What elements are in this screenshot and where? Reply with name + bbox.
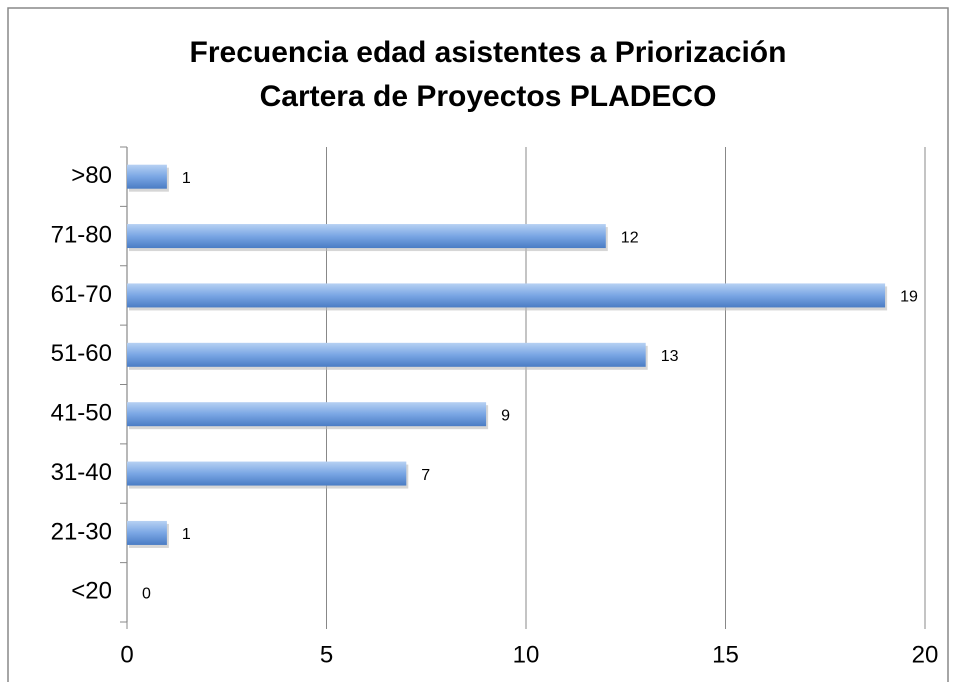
x-tick-label: 5 xyxy=(320,641,333,668)
value-label: 13 xyxy=(661,348,679,365)
y-tick-label: >80 xyxy=(71,162,112,189)
value-label: 9 xyxy=(501,407,510,424)
value-label: 0 xyxy=(142,586,151,603)
bar xyxy=(127,402,487,427)
x-tick-label: 15 xyxy=(712,641,739,668)
bar xyxy=(127,461,407,486)
value-label: 19 xyxy=(900,289,918,306)
value-label: 12 xyxy=(621,229,639,246)
y-tick-label: 71-80 xyxy=(51,221,112,248)
value-label: 1 xyxy=(182,526,191,543)
x-tick-label: 10 xyxy=(513,641,540,668)
x-tick-label: 20 xyxy=(912,641,939,668)
bar xyxy=(127,224,606,249)
x-tick-label: 0 xyxy=(120,641,133,668)
y-tick-label: 31-40 xyxy=(51,459,112,486)
y-tick-label: 21-30 xyxy=(51,518,112,545)
y-tick-label: 41-50 xyxy=(51,400,112,427)
bar xyxy=(127,164,167,189)
y-tick-label: 61-70 xyxy=(51,281,112,308)
y-tick-label: 51-60 xyxy=(51,340,112,367)
chart-title: Frecuencia edad asistentes a Priorizació… xyxy=(190,36,787,69)
bar xyxy=(127,342,646,367)
bar xyxy=(127,520,167,545)
y-tick-label: <20 xyxy=(71,578,112,605)
bar xyxy=(127,283,886,308)
chart-title: Cartera de Proyectos PLADECO xyxy=(260,80,717,113)
value-label: 1 xyxy=(182,170,191,187)
value-label: 7 xyxy=(421,467,430,484)
